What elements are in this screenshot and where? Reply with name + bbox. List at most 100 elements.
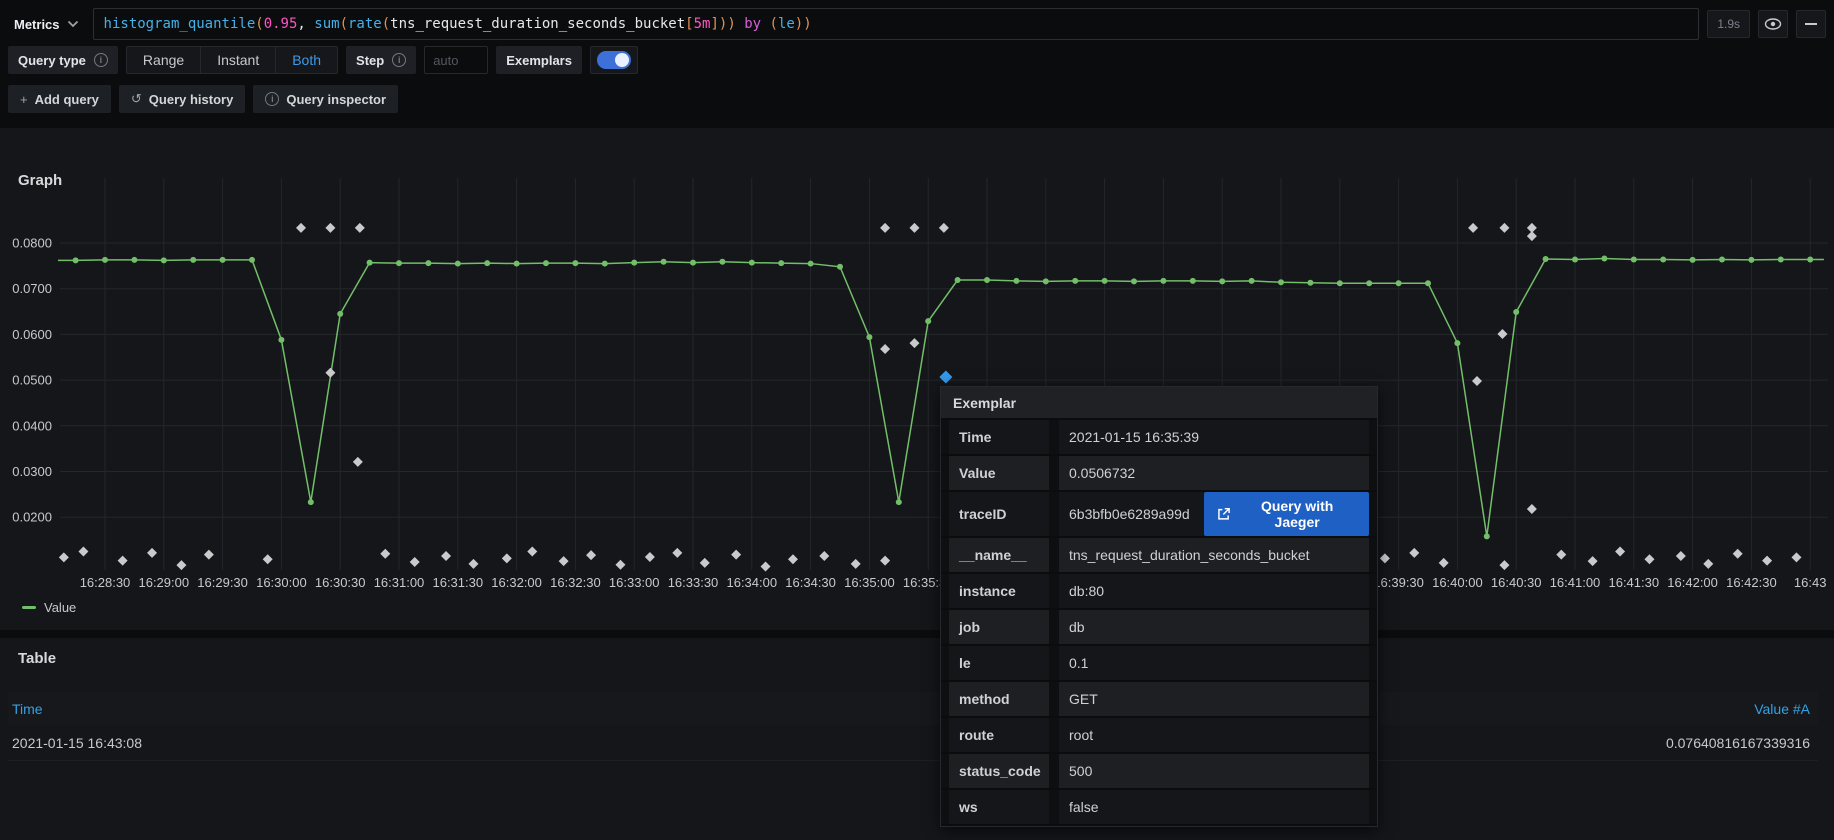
- data-point[interactable]: [1748, 256, 1755, 263]
- add-query-button[interactable]: + Add query: [8, 85, 111, 113]
- info-icon[interactable]: i: [93, 53, 108, 67]
- exemplar-marker[interactable]: [78, 546, 89, 557]
- data-point[interactable]: [1483, 533, 1490, 540]
- data-point[interactable]: [1572, 256, 1578, 263]
- data-point[interactable]: [1777, 256, 1784, 263]
- exemplar-marker[interactable]: [441, 551, 452, 562]
- exemplar-marker[interactable]: [760, 561, 771, 572]
- live-tail-button[interactable]: [1758, 10, 1788, 38]
- data-point[interactable]: [219, 256, 226, 263]
- table-header-value[interactable]: Value #A: [1754, 700, 1810, 717]
- exemplar-marker[interactable]: [731, 549, 742, 560]
- exemplar-marker[interactable]: [58, 552, 69, 563]
- info-icon[interactable]: i: [392, 53, 407, 67]
- data-point[interactable]: [1395, 280, 1402, 287]
- data-point[interactable]: [1601, 255, 1608, 262]
- table-header-time[interactable]: Time: [12, 700, 43, 717]
- data-point[interactable]: [778, 260, 785, 267]
- exemplar-marker[interactable]: [501, 553, 512, 564]
- step-input[interactable]: [424, 46, 489, 74]
- exemplar-marker[interactable]: [352, 456, 363, 467]
- exemplar-marker[interactable]: [909, 338, 920, 349]
- data-point[interactable]: [1807, 256, 1814, 263]
- data-point[interactable]: [513, 260, 520, 267]
- data-point[interactable]: [1719, 256, 1725, 263]
- exemplar-marker[interactable]: [1762, 555, 1773, 566]
- legend-item-value[interactable]: Value: [22, 600, 76, 615]
- exemplar-marker[interactable]: [644, 551, 655, 562]
- exemplar-marker[interactable]: [409, 556, 420, 567]
- exemplar-marker[interactable]: [586, 550, 597, 561]
- data-point[interactable]: [160, 257, 167, 264]
- query-inspector-button[interactable]: i Query inspector: [253, 85, 399, 113]
- data-point[interactable]: [837, 263, 843, 270]
- data-point[interactable]: [1366, 280, 1373, 287]
- data-point[interactable]: [1101, 277, 1108, 284]
- exemplar-marker[interactable]: [147, 547, 158, 558]
- data-point[interactable]: [1454, 340, 1461, 347]
- data-point[interactable]: [984, 277, 990, 284]
- data-point[interactable]: [1042, 278, 1049, 285]
- exemplar-marker[interactable]: [1703, 558, 1714, 569]
- exemplar-marker[interactable]: [1526, 222, 1537, 233]
- data-point[interactable]: [484, 260, 491, 267]
- exemplar-marker[interactable]: [262, 554, 273, 565]
- exemplars-toggle[interactable]: [596, 51, 631, 69]
- exemplar-marker[interactable]: [880, 555, 891, 566]
- exemplar-marker[interactable]: [1409, 547, 1420, 558]
- data-point[interactable]: [1689, 256, 1696, 263]
- data-point[interactable]: [1160, 277, 1167, 284]
- data-point[interactable]: [601, 260, 608, 267]
- exemplar-marker[interactable]: [1587, 556, 1598, 567]
- data-point[interactable]: [337, 310, 344, 317]
- exemplar-marker[interactable]: [819, 551, 830, 562]
- data-point[interactable]: [1013, 277, 1020, 284]
- data-point[interactable]: [572, 260, 579, 267]
- exemplar-marker[interactable]: [1497, 328, 1508, 339]
- exemplar-marker[interactable]: [468, 558, 479, 569]
- query-history-button[interactable]: ↺ Query history: [118, 85, 246, 113]
- data-point[interactable]: [396, 260, 402, 267]
- exemplar-marker[interactable]: [296, 222, 306, 233]
- data-point[interactable]: [1513, 309, 1520, 316]
- exemplar-marker[interactable]: [850, 558, 861, 569]
- data-point[interactable]: [895, 499, 902, 506]
- exemplar-marker[interactable]: [1556, 549, 1567, 560]
- data-point[interactable]: [1630, 256, 1637, 263]
- data-point[interactable]: [307, 499, 314, 506]
- data-point[interactable]: [543, 260, 549, 267]
- exemplar-marker[interactable]: [325, 222, 336, 233]
- data-point[interactable]: [1278, 279, 1284, 286]
- exemplar-marker[interactable]: [615, 559, 626, 570]
- data-point[interactable]: [278, 336, 285, 343]
- data-point[interactable]: [1660, 256, 1667, 263]
- exemplar-marker[interactable]: [1526, 231, 1537, 242]
- data-point[interactable]: [1425, 280, 1431, 287]
- data-point[interactable]: [660, 258, 667, 265]
- exemplar-marker[interactable]: [1499, 222, 1510, 233]
- data-point[interactable]: [454, 260, 461, 267]
- data-point[interactable]: [748, 259, 755, 266]
- exemplar-marker[interactable]: [558, 556, 569, 567]
- data-point[interactable]: [719, 258, 726, 265]
- exemplar-marker[interactable]: [672, 547, 683, 558]
- data-point[interactable]: [131, 256, 138, 263]
- exemplar-marker[interactable]: [1675, 551, 1686, 562]
- exemplar-marker[interactable]: [1379, 553, 1390, 564]
- data-point[interactable]: [366, 259, 373, 266]
- exemplar-marker[interactable]: [1732, 548, 1743, 559]
- exemplar-marker[interactable]: [1791, 552, 1802, 563]
- exemplar-marker[interactable]: [1644, 554, 1655, 565]
- exemplar-marker[interactable]: [1472, 376, 1482, 387]
- exemplar-marker[interactable]: [380, 548, 391, 559]
- exemplar-marker[interactable]: [354, 222, 365, 233]
- data-point[interactable]: [102, 256, 108, 263]
- query-type-option-both[interactable]: Both: [292, 52, 322, 68]
- data-point[interactable]: [1307, 279, 1314, 286]
- query-input[interactable]: histogram_quantile(0.95, sum(rate(tns_re…: [92, 8, 1700, 40]
- data-point[interactable]: [190, 256, 197, 263]
- query-with-jaeger-button[interactable]: Query with Jaeger: [1203, 492, 1369, 536]
- exemplar-marker[interactable]: [787, 554, 798, 565]
- graph-chart[interactable]: 0.0200 0.0300 0.0400 0.0500 0.0600 0.0700 0.08…: [0, 128, 1834, 630]
- data-point[interactable]: [1131, 278, 1137, 285]
